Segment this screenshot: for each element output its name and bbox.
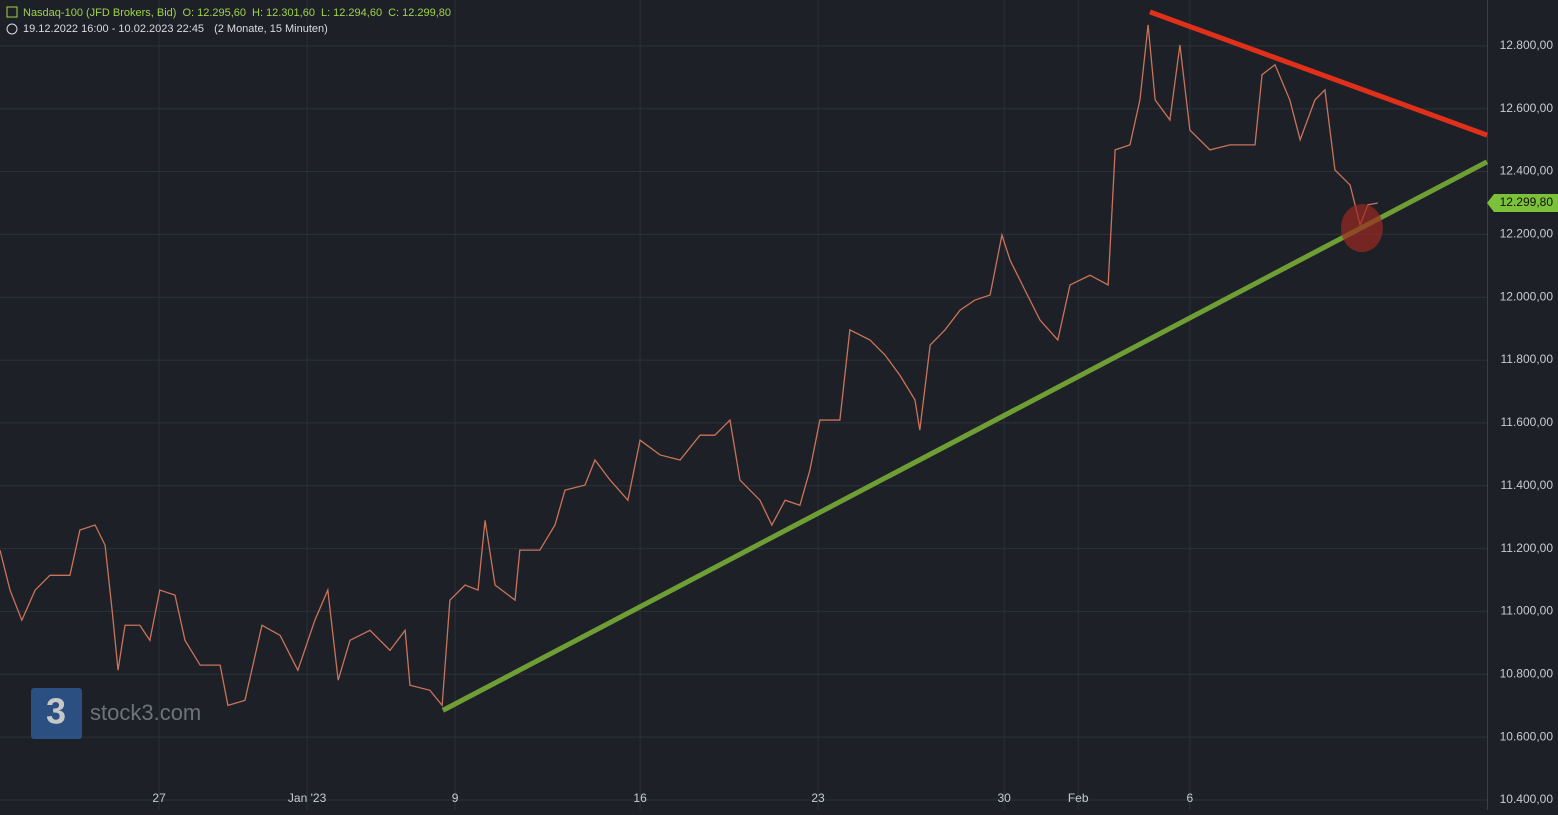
trendline: [1149, 9, 1488, 138]
x-tick-label: 27: [152, 791, 166, 805]
last-price-box: [1487, 194, 1558, 213]
x-tick-label: 30: [997, 791, 1011, 805]
watermark: 3 stock3.com: [31, 688, 201, 739]
y-tick-label: 12.600,00: [1500, 101, 1554, 115]
logo-box: [31, 688, 82, 739]
clock-icon: [6, 23, 18, 35]
ohlc-label: C:: [388, 7, 399, 19]
x-tick-label: Feb: [1068, 791, 1089, 805]
y-tick-label: 12.000,00: [1500, 289, 1554, 303]
header: Nasdaq-100 (JFD Brokers, Bid) O: 12.295,60…: [6, 6, 451, 35]
ohlc-value: 12.295,60: [197, 7, 246, 19]
y-tick-label: 12.400,00: [1500, 164, 1554, 178]
icon: [6, 6, 18, 18]
range-note: (2 Monate, 15 Minuten): [214, 23, 328, 35]
last-price-label: 12.299,80: [1500, 195, 1554, 209]
ohlc-label: O:: [182, 7, 194, 19]
y-tick-label: 11.600,00: [1501, 415, 1554, 429]
ohlc-value: 12.301,60: [266, 7, 315, 19]
y-tick-label: 10.600,00: [1500, 729, 1554, 743]
price-line: [0, 24, 1378, 708]
x-tick-label: 6: [1187, 791, 1194, 805]
y-tick-label: 11.000,00: [1501, 604, 1554, 618]
highlight: [1340, 204, 1383, 253]
ohlc-value: 12.299,80: [402, 7, 451, 19]
y-tick-label: 11.800,00: [1501, 352, 1554, 366]
x-tick-label: Jan '23: [288, 791, 327, 805]
trendline: [441, 159, 1489, 713]
ohlc-value: 12.294,60: [333, 7, 382, 19]
y-tick-label: 10.800,00: [1500, 666, 1554, 680]
watermark-text: stock3.com: [90, 700, 201, 725]
grid: [0, 0, 1487, 810]
date-range: 19.12.2022 16:00 - 10.02.2023 22:45 (2 Mo…: [23, 23, 328, 35]
plot: [0, 9, 1489, 713]
x-tick-label: 9: [452, 791, 459, 805]
y-tick-label: 12.800,00: [1500, 38, 1554, 52]
title: Nasdaq-100 (JFD Brokers, Bid): [23, 7, 176, 19]
ohlc-label: H:: [252, 7, 263, 19]
ohlc-label: L:: [321, 7, 330, 19]
y-tick-label: 11.200,00: [1501, 541, 1554, 555]
range: 19.12.2022 16:00 - 10.02.2023 22:45: [23, 23, 204, 35]
x-tick-label: 16: [633, 791, 647, 805]
header-line: Nasdaq-100 (JFD Brokers, Bid) O: 12.295,60…: [23, 7, 451, 19]
x-tick-label: 23: [811, 791, 825, 805]
y-tick-label: 10.400,00: [1500, 792, 1554, 806]
y-axis-panel: [1487, 0, 1558, 810]
logo-glyph: 3: [46, 691, 66, 732]
y-tick-label: 11.400,00: [1501, 478, 1554, 492]
y-tick-label: 12.200,00: [1500, 227, 1554, 241]
